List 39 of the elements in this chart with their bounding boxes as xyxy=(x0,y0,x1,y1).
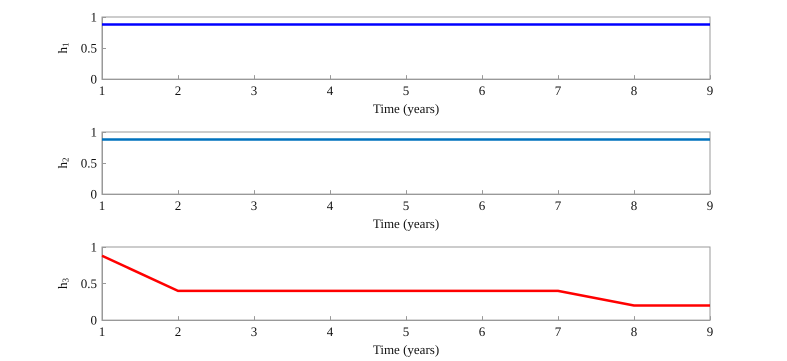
x-tick-label: 2 xyxy=(174,198,182,214)
y-tick-label: 1 xyxy=(90,10,97,24)
x-tick-label: 2 xyxy=(174,324,182,340)
y-tick-label: 0 xyxy=(90,72,97,87)
x-axis-title: Time (years) xyxy=(372,216,440,231)
x-tick-label: 5 xyxy=(402,83,410,98)
y-tick-label: 0.5 xyxy=(80,40,97,56)
y-tick-label: 0.5 xyxy=(80,156,97,171)
y-axis-title: h3 xyxy=(54,278,70,290)
x-tick-label: 4 xyxy=(326,83,334,98)
y-axis-title: h2 xyxy=(54,158,70,169)
y-tick-label: 1 xyxy=(90,124,97,140)
y-tick-label: 1 xyxy=(90,240,97,254)
x-tick-label: 3 xyxy=(250,198,258,214)
x-axis-title: Time (years) xyxy=(372,101,440,116)
x-tick-label: 6 xyxy=(478,324,486,340)
x-tick-label: 2 xyxy=(174,83,182,98)
x-tick-label: 9 xyxy=(706,324,714,340)
x-tick-label: 7 xyxy=(554,83,562,98)
x-tick-label: 7 xyxy=(554,324,562,340)
x-tick-label: 8 xyxy=(630,83,638,98)
x-tick-label: 7 xyxy=(554,198,562,214)
x-tick-label: 8 xyxy=(630,198,638,214)
x-tick-label: 8 xyxy=(630,324,638,340)
x-tick-label: 9 xyxy=(706,83,714,98)
x-tick-label: 4 xyxy=(326,324,334,340)
x-tick-label: 3 xyxy=(250,324,258,340)
x-tick-label: 5 xyxy=(402,324,410,340)
y-tick-label: 0 xyxy=(90,186,97,202)
x-tick-label: 6 xyxy=(478,198,486,214)
y-axis-title: h1 xyxy=(54,42,70,54)
x-tick-label: 9 xyxy=(706,198,714,214)
x-axis-title: Time (years) xyxy=(372,342,440,357)
y-tick-label: 0 xyxy=(90,312,97,328)
x-tick-label: 4 xyxy=(326,198,334,214)
x-tick-label: 6 xyxy=(478,83,486,98)
x-tick-label: 5 xyxy=(402,198,410,214)
y-tick-label: 0.5 xyxy=(80,276,97,292)
x-tick-label: 3 xyxy=(250,83,258,98)
